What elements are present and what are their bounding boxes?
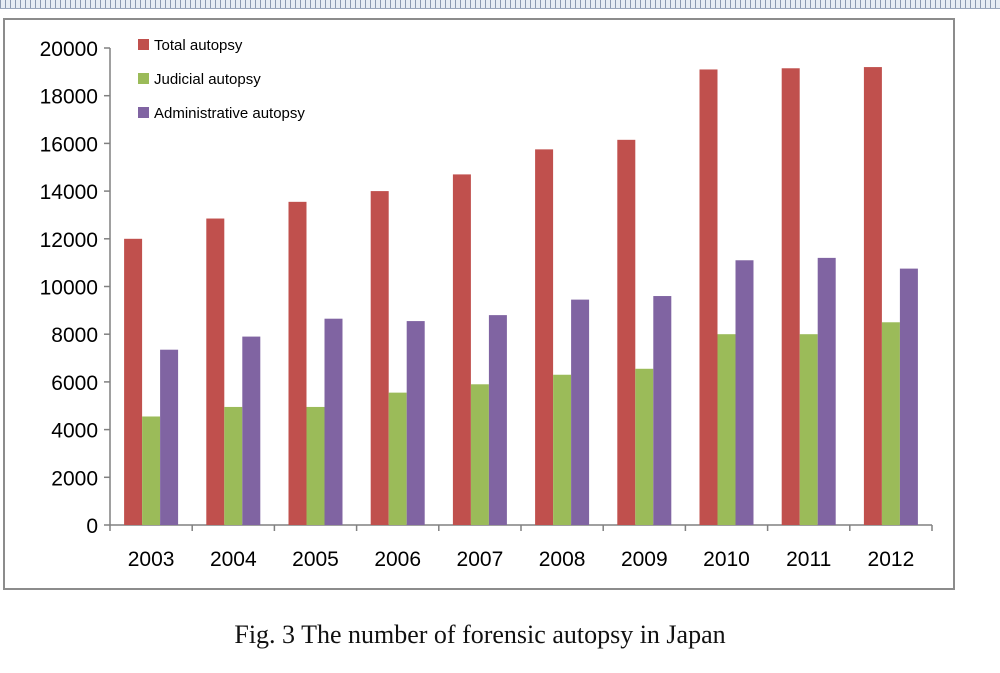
bar-administrative-autopsy-2003 xyxy=(160,349,179,525)
y-tick-label: 2000 xyxy=(51,467,98,490)
bar-judicial-autopsy-2006 xyxy=(388,392,407,525)
bar-total-autopsy-2009 xyxy=(617,139,636,525)
y-tick-label: 20000 xyxy=(40,38,98,61)
bar-judicial-autopsy-2008 xyxy=(553,374,572,525)
bar-administrative-autopsy-2005 xyxy=(324,318,343,525)
y-tick-label: 12000 xyxy=(40,229,98,252)
y-tick-label: 14000 xyxy=(40,181,98,204)
x-tick-label: 2010 xyxy=(703,548,750,571)
bar-administrative-autopsy-2004 xyxy=(242,336,261,525)
x-tick-label: 2009 xyxy=(621,548,668,571)
x-tick-label: 2008 xyxy=(539,548,586,571)
x-tick-label: 2012 xyxy=(868,548,915,571)
y-axis: 0 2000 4000 6000 8000 10000 12000 14000 16000 180… xyxy=(40,38,111,538)
bar-judicial-autopsy-2012 xyxy=(881,322,900,525)
bar-judicial-autopsy-2011 xyxy=(799,334,818,525)
bar-administrative-autopsy-2008 xyxy=(571,299,590,525)
bar-total-autopsy-2008 xyxy=(535,149,554,526)
x-axis: 2003 2004 2005 2006 2007 2008 2009 2010 2011 2012 xyxy=(109,524,933,571)
y-tick-label: 0 xyxy=(86,515,98,538)
figure-caption: Fig. 3 The number of forensic autopsy in… xyxy=(234,620,726,649)
bar-administrative-autopsy-2009 xyxy=(653,296,672,525)
x-tick-label: 2006 xyxy=(374,548,421,571)
bar-administrative-autopsy-2011 xyxy=(817,257,836,525)
x-tick-label: 2007 xyxy=(457,548,504,571)
bar-total-autopsy-2007 xyxy=(452,174,471,525)
bar-total-autopsy-2003 xyxy=(124,238,143,526)
x-tick-label: 2011 xyxy=(786,548,831,571)
bar-judicial-autopsy-2003 xyxy=(142,416,161,525)
y-tick-label: 16000 xyxy=(40,133,98,156)
y-tick-label: 4000 xyxy=(51,420,98,443)
bar-administrative-autopsy-2007 xyxy=(488,315,507,525)
bar-total-autopsy-2005 xyxy=(288,201,307,525)
x-tick-label: 2003 xyxy=(128,548,175,571)
chart-frame: 0 2000 4000 6000 8000 10000 12000 14000 16000 180… xyxy=(3,18,955,590)
bar-administrative-autopsy-2010 xyxy=(735,260,754,525)
bar-chart: 0 2000 4000 6000 8000 10000 12000 14000 16000 180… xyxy=(40,37,933,571)
x-tick-label: 2004 xyxy=(210,548,257,571)
bar-judicial-autopsy-2007 xyxy=(470,384,489,525)
bar-administrative-autopsy-2012 xyxy=(899,268,918,525)
bar-total-autopsy-2010 xyxy=(699,69,718,525)
bars xyxy=(124,67,918,526)
x-tick-label: 2005 xyxy=(292,548,339,571)
ruler-bar xyxy=(0,0,1000,9)
legend-label: Total autopsy xyxy=(154,37,243,54)
bar-total-autopsy-2011 xyxy=(781,68,800,526)
bar-total-autopsy-2012 xyxy=(863,67,882,525)
bar-judicial-autopsy-2010 xyxy=(717,334,736,525)
bar-judicial-autopsy-2004 xyxy=(224,406,243,525)
legend-swatch xyxy=(138,73,149,84)
y-tick-label: 8000 xyxy=(51,324,98,347)
y-tick-label: 6000 xyxy=(51,372,98,395)
bar-total-autopsy-2004 xyxy=(206,218,225,525)
legend-label: Judicial autopsy xyxy=(154,71,261,88)
legend-label: Administrative autopsy xyxy=(154,105,305,122)
bar-judicial-autopsy-2005 xyxy=(306,406,325,525)
legend: Total autopsy Judicial autopsy Administrat… xyxy=(138,37,305,122)
bar-administrative-autopsy-2006 xyxy=(406,321,425,525)
y-tick-label: 10000 xyxy=(40,277,98,300)
legend-swatch xyxy=(138,107,149,118)
legend-swatch xyxy=(138,39,149,50)
bar-judicial-autopsy-2009 xyxy=(635,368,654,525)
y-tick-label: 18000 xyxy=(40,86,98,109)
bar-total-autopsy-2006 xyxy=(370,191,389,525)
